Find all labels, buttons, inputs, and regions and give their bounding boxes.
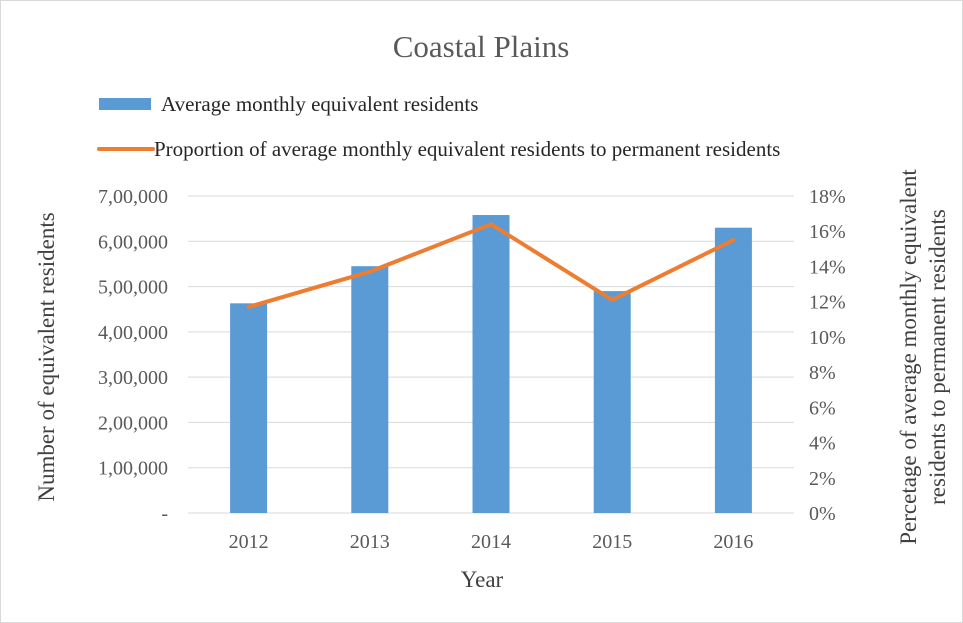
y2-axis-title-line1: Percetage of average monthly equivalent [896,169,921,545]
y-axis-tick-labels: - 1,00,000 2,00,000 3,00,000 4,00,000 5,00,00… [98,186,168,525]
legend-label-bar: Average monthly equivalent residents [161,92,478,116]
line-point-2013 [369,271,371,273]
y2-tick-label: 4% [809,433,836,455]
y-tick-label: - [161,503,168,525]
y2-tick-label: 0% [809,503,836,525]
line-point-2015 [611,299,613,301]
bar-2016 [714,227,752,513]
y-tick-label: 4,00,000 [98,322,168,344]
bar-2013 [351,266,389,513]
y2-axis-title-line2: residents to permanent residents [925,209,950,505]
x-tick-label: 2016 [713,531,753,553]
x-tick-label: 2013 [350,531,390,553]
y2-tick-label: 14% [809,256,846,278]
line-series [246,222,736,309]
x-axis-title: Year [461,567,504,592]
y2-tick-label: 6% [809,397,836,419]
legend-label-line: Proportion of average monthly equivalent… [154,137,780,161]
y2-axis-tick-labels: 0% 2% 4% 6% 8% 10% 12% 14% 16% 18% [809,186,846,525]
line-point-2012 [248,306,250,308]
bar-2015 [593,291,631,513]
y-axis-title: Number of equivalent residents [34,212,59,501]
bar-series [230,215,752,513]
legend-swatch-bar [99,98,151,110]
x-tick-label: 2012 [229,531,269,553]
line-point-2014 [490,223,492,225]
y-tick-label: 5,00,000 [98,277,168,299]
y-tick-label: 2,00,000 [98,412,168,434]
y-tick-label: 6,00,000 [98,231,168,253]
y2-tick-label: 16% [809,221,846,243]
line-point-2016 [732,239,734,241]
y2-tick-label: 18% [809,186,846,208]
x-axis-tick-labels: 2012 2013 2014 2015 2016 [229,531,754,553]
legend: Average monthly equivalent residents Pro… [97,92,780,161]
bar-2012 [230,303,268,513]
chart-title: Coastal Plains [393,29,570,64]
bar-2014 [472,215,510,513]
y2-tick-label: 8% [809,362,836,384]
y2-tick-label: 2% [809,468,836,490]
x-tick-label: 2015 [592,531,632,553]
y2-tick-label: 10% [809,327,846,349]
y2-tick-label: 12% [809,292,846,314]
y-tick-label: 7,00,000 [98,186,168,208]
x-tick-label: 2014 [471,531,511,553]
y-tick-label: 1,00,000 [98,458,168,480]
y-tick-label: 3,00,000 [98,367,168,389]
